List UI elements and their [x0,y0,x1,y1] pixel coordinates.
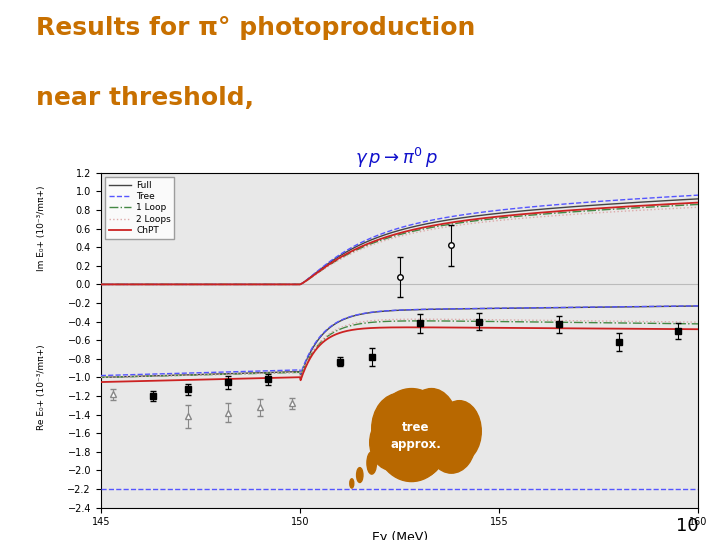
Text: Im E₀+ (10⁻³/mπ+): Im E₀+ (10⁻³/mπ+) [37,186,45,271]
Text: $\gamma\,p \rightarrow \pi^0\,p$: $\gamma\,p \rightarrow \pi^0\,p$ [355,146,437,170]
Text: 10: 10 [676,517,698,535]
Ellipse shape [370,415,413,470]
Ellipse shape [374,389,449,482]
X-axis label: Eγ (MeV): Eγ (MeV) [372,531,428,540]
Ellipse shape [372,393,428,464]
Circle shape [367,452,377,474]
Ellipse shape [405,389,457,459]
Text: near threshold,: near threshold, [36,86,254,110]
Text: Results for π° photoproduction: Results for π° photoproduction [36,16,475,40]
Circle shape [356,468,363,483]
Ellipse shape [394,416,446,478]
Ellipse shape [428,412,475,473]
Ellipse shape [438,401,481,462]
Text: Re E₀+ (10⁻³/mπ+): Re E₀+ (10⁻³/mπ+) [37,344,45,429]
Legend: Full, Tree, 1 Loop, 2 Loops, ChPT: Full, Tree, 1 Loop, 2 Loops, ChPT [105,177,174,239]
Text: tree
approx.: tree approx. [390,421,441,451]
Circle shape [350,479,354,488]
